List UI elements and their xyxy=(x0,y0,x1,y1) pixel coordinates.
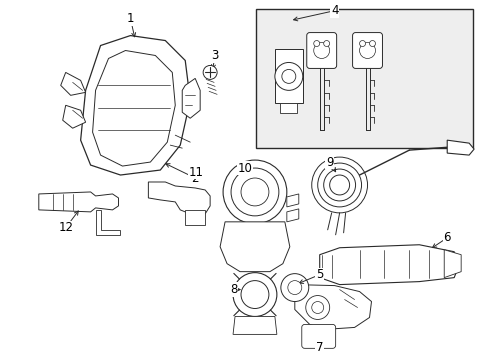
Text: 12: 12 xyxy=(58,221,73,234)
Polygon shape xyxy=(148,182,210,214)
Polygon shape xyxy=(279,103,296,113)
Polygon shape xyxy=(274,49,302,103)
Text: 4: 4 xyxy=(330,4,338,17)
Circle shape xyxy=(203,66,217,80)
Polygon shape xyxy=(294,285,371,329)
Circle shape xyxy=(369,41,375,46)
Circle shape xyxy=(305,296,329,319)
Circle shape xyxy=(359,41,365,46)
Circle shape xyxy=(223,160,286,224)
FancyBboxPatch shape xyxy=(306,32,336,68)
Circle shape xyxy=(317,163,361,207)
Polygon shape xyxy=(447,140,473,155)
Polygon shape xyxy=(319,245,458,285)
Polygon shape xyxy=(443,250,460,278)
Text: 1: 1 xyxy=(126,12,134,25)
Polygon shape xyxy=(286,194,298,207)
Circle shape xyxy=(313,41,319,46)
Circle shape xyxy=(241,280,268,309)
Text: 5: 5 xyxy=(315,268,323,281)
Circle shape xyxy=(281,69,295,84)
Circle shape xyxy=(329,175,349,195)
Polygon shape xyxy=(39,192,118,212)
Text: 8: 8 xyxy=(230,283,237,296)
Circle shape xyxy=(233,273,276,316)
FancyBboxPatch shape xyxy=(352,32,382,68)
Polygon shape xyxy=(95,210,120,235)
Circle shape xyxy=(311,302,323,314)
Circle shape xyxy=(323,169,355,201)
Polygon shape xyxy=(185,210,205,225)
Text: 7: 7 xyxy=(315,341,323,354)
Circle shape xyxy=(287,280,301,294)
Circle shape xyxy=(323,41,329,46)
Polygon shape xyxy=(61,72,85,95)
Text: 6: 6 xyxy=(443,231,450,244)
Polygon shape xyxy=(92,50,175,166)
Polygon shape xyxy=(182,78,200,118)
Circle shape xyxy=(274,62,302,90)
Circle shape xyxy=(311,157,367,213)
Polygon shape xyxy=(220,222,289,272)
Text: 2: 2 xyxy=(191,171,199,185)
Circle shape xyxy=(280,274,308,302)
Circle shape xyxy=(230,168,278,216)
Text: 9: 9 xyxy=(325,156,333,168)
Circle shape xyxy=(313,42,329,58)
Circle shape xyxy=(241,178,268,206)
Text: 10: 10 xyxy=(237,162,252,175)
Polygon shape xyxy=(233,316,276,334)
Polygon shape xyxy=(62,105,85,128)
Bar xyxy=(255,9,472,148)
Text: 3: 3 xyxy=(211,49,218,62)
Text: 11: 11 xyxy=(188,166,203,179)
Polygon shape xyxy=(81,36,190,175)
Polygon shape xyxy=(286,209,298,222)
Circle shape xyxy=(359,42,375,58)
FancyBboxPatch shape xyxy=(301,324,335,348)
